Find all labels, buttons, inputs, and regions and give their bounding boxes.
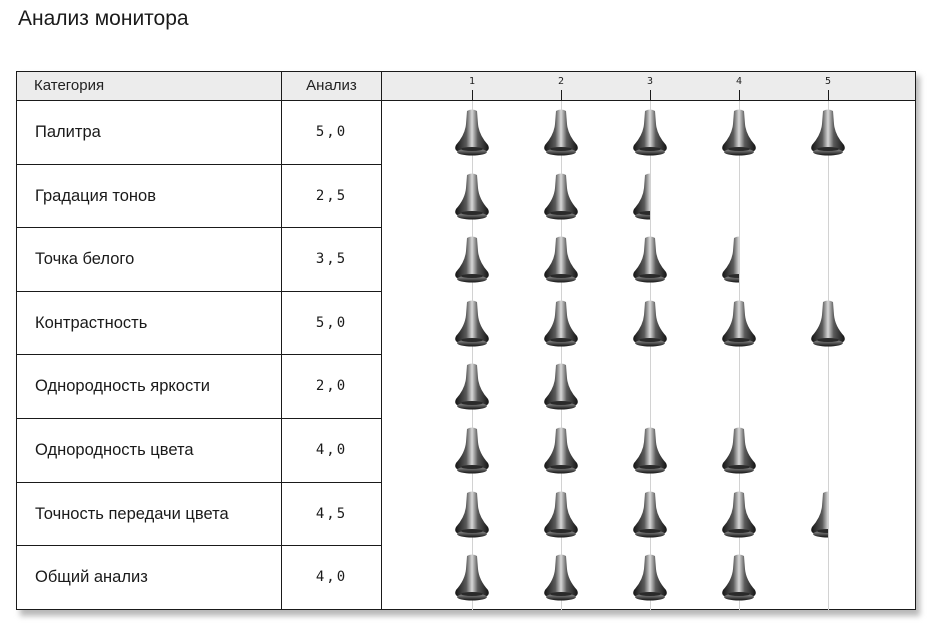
row-separator [17,354,382,356]
page-title: Анализ монитора [18,7,189,30]
category-label: Однородность цвета [35,441,194,459]
bell-half-icon [810,490,828,538]
bell-icon [454,299,490,347]
category-label: Однородность яркости [35,377,210,396]
bell-icon [543,490,579,538]
row-separator [17,545,382,547]
row-separator [17,481,382,483]
score-value: 5,0 [315,314,348,331]
scale-tick-label: 1 [468,76,476,87]
bell-icon [454,490,490,538]
scale-tick-label: 4 [735,76,743,87]
bell-icon [454,108,490,156]
column-divider [281,72,282,610]
category-label: Градация тонов [35,186,156,205]
column-header-analysis: Анализ [306,77,357,94]
bell-icon [454,362,490,410]
bell-icon [543,553,579,601]
bell-icon [721,490,757,538]
scale-tick-mark [828,90,829,100]
scale-tick-mark [561,90,562,100]
bell-icon [632,490,668,538]
category-label: Палитра [35,123,101,141]
bell-icon [543,362,579,410]
score-value: 2,0 [315,378,348,395]
scale-gridline [828,101,829,610]
scale-tick-mark [472,90,473,100]
score-value: 4,0 [315,569,348,586]
row-separator [17,290,382,292]
score-value: 3,5 [315,251,348,268]
bell-icon [810,299,846,347]
bell-icon [543,172,579,220]
table-header-row: Категория Анализ [17,72,915,101]
scale-gridline [739,101,740,610]
scale-gridline [650,101,651,610]
score-value: 4,5 [315,505,348,522]
scale-tick-label: 3 [646,76,654,87]
score-value: 2,5 [315,187,348,204]
row-separator [17,163,382,165]
bell-icon [632,299,668,347]
bell-icon [632,553,668,601]
bell-icon [721,108,757,156]
category-label: Контрастность [35,313,148,332]
bell-half-icon [632,172,650,220]
category-label: Точность передачи цвета [35,504,229,523]
score-value: 5,0 [315,124,348,140]
row-separator [17,227,382,229]
bell-icon [454,172,490,220]
bell-icon [543,299,579,347]
bell-icon [721,426,757,474]
bell-icon [543,426,579,474]
column-divider [381,72,382,610]
column-header-category: Категория [34,77,105,94]
bell-icon [454,235,490,283]
bell-half-icon [721,235,739,283]
bell-icon [454,426,490,474]
category-label: Точка белого [35,250,135,269]
bell-icon [632,426,668,474]
scale-tick-label: 2 [557,76,565,87]
bell-icon [721,299,757,347]
bell-icon [632,235,668,283]
scale-gridline [472,101,473,610]
ratings-table: Категория Анализ 1 2 3 4 5 Палитра 5,0 Градация… [16,71,916,610]
bell-icon [810,108,846,156]
scale-gridline [561,101,562,610]
scale-tick-mark [650,90,651,100]
bell-icon [543,108,579,156]
category-label: Общий анализ [35,568,148,587]
bell-icon [632,108,668,156]
bell-icon [721,553,757,601]
scale-tick-label: 5 [824,76,832,87]
bell-icon [543,235,579,283]
scale-tick-mark [739,90,740,100]
score-value: 4,0 [315,442,348,458]
bell-icon [454,553,490,601]
row-separator [17,418,382,419]
